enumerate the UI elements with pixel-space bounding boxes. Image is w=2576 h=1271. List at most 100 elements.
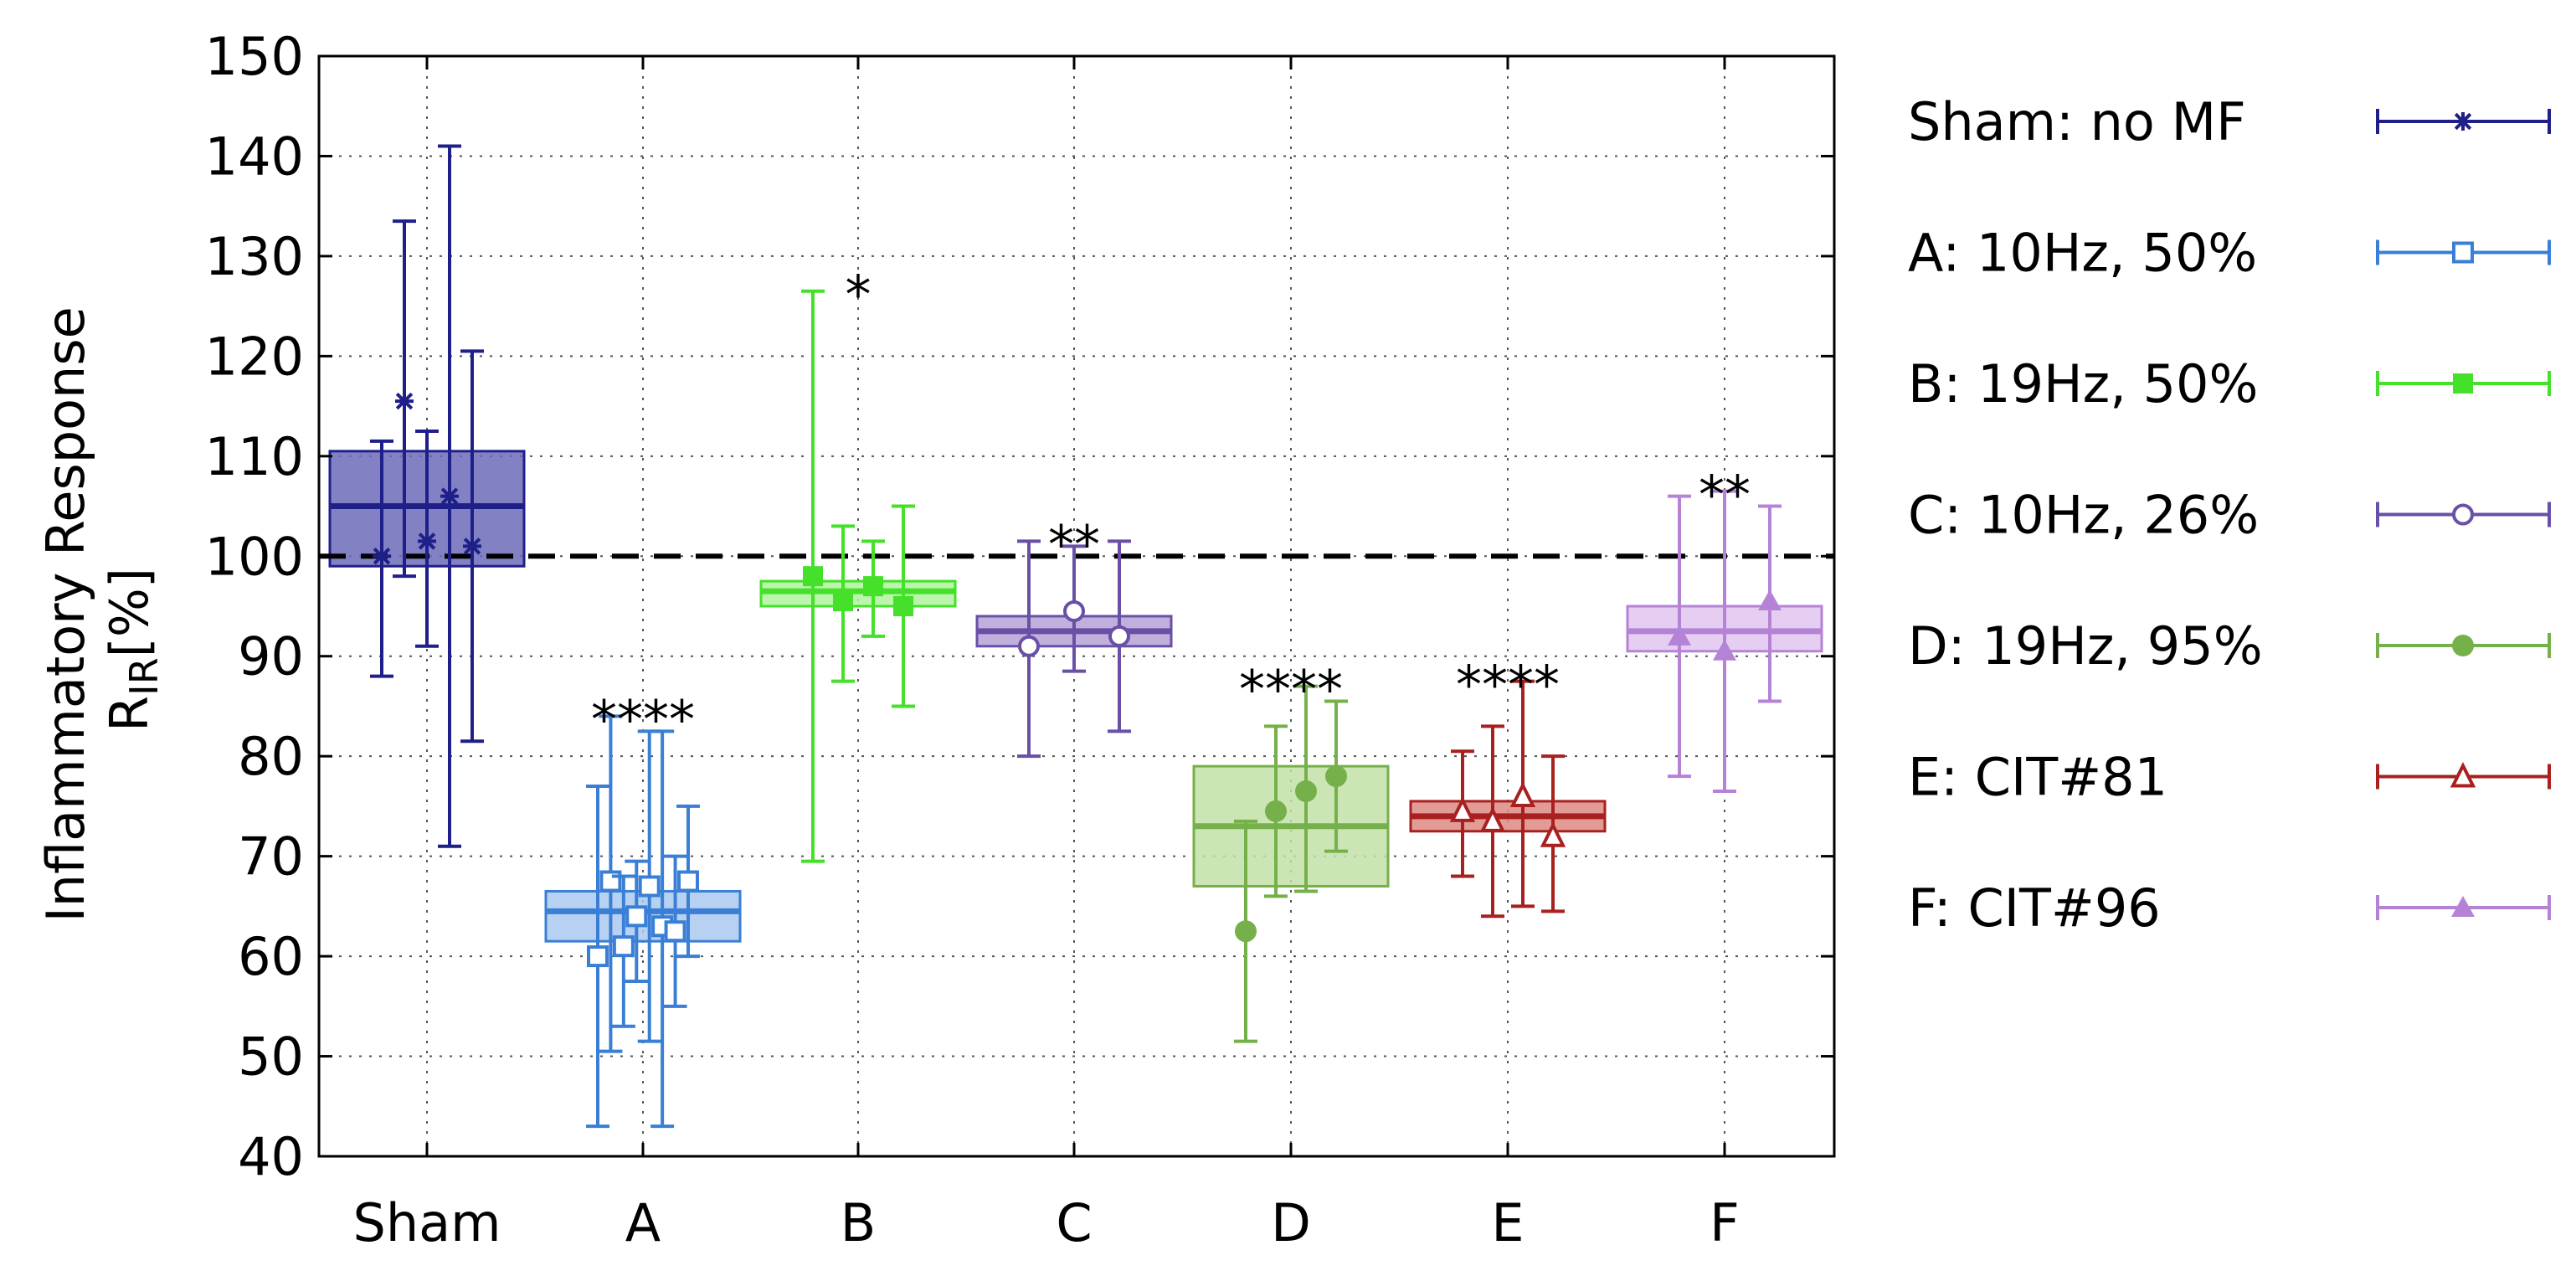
error-bar-D — [1264, 724, 1288, 898]
legend-marker — [2454, 112, 2472, 131]
legend-marker — [2450, 762, 2476, 788]
error-bar-Sham — [370, 439, 393, 678]
legend-item-B: B: 19Hz, 50% — [1908, 353, 2551, 414]
y-tick-label: 100 — [205, 526, 304, 587]
error-bar-B — [801, 289, 825, 863]
legend-item-F: F: CIT#96 — [1908, 877, 2551, 939]
data-point-C — [1063, 599, 1085, 622]
x-axis-ticks: Sham A B C D E F — [352, 56, 1740, 1253]
data-point-A — [625, 905, 648, 928]
y-tick-label: 130 — [205, 226, 304, 287]
data-point-B — [863, 576, 883, 597]
error-bar-A — [650, 729, 675, 1129]
data-point-E — [1540, 821, 1566, 847]
error-bar-Sham — [438, 144, 461, 848]
y-tick-label: 90 — [238, 626, 304, 687]
x-tick-label: Sham — [352, 1192, 501, 1253]
data-point-B — [893, 596, 913, 616]
data-point-A — [677, 870, 699, 893]
data-point-C — [1018, 635, 1040, 657]
significance-label-B: * — [846, 264, 872, 325]
data-point-Sham — [463, 537, 481, 556]
data-point-E — [1479, 806, 1506, 832]
error-bar-B — [892, 504, 915, 708]
legend-item-A: A: 10Hz, 50% — [1908, 223, 2551, 284]
legend-label: C: 10Hz, 26% — [1908, 485, 2259, 546]
error-bar-E — [1540, 754, 1566, 913]
significance-label-F: ** — [1699, 464, 1751, 525]
y-tick-label: 150 — [205, 26, 304, 87]
error-bar-D — [1234, 819, 1257, 1043]
legend-label: D: 19Hz, 95% — [1908, 615, 2263, 677]
error-bar-E — [1479, 724, 1506, 919]
error-bar-C — [1108, 539, 1131, 733]
y-tick-label: 80 — [238, 726, 304, 787]
data-point-A — [612, 935, 635, 958]
data-point-D — [1295, 780, 1317, 802]
legend-item-C: C: 10Hz, 26% — [1908, 485, 2551, 546]
error-bar-D — [1324, 699, 1348, 853]
y-tick-label: 60 — [238, 926, 304, 987]
significance-label-D: **** — [1239, 659, 1343, 720]
significance-label-A: **** — [591, 689, 695, 750]
error-bar-C — [1017, 539, 1041, 759]
boxes — [328, 450, 1823, 943]
error-bar-Sham — [393, 219, 416, 579]
error-bar-B — [861, 539, 885, 638]
data-point-Sham — [373, 547, 391, 566]
y-axis-title-subscript: IR — [121, 657, 167, 696]
legend-marker — [2452, 503, 2474, 526]
error-bar-A — [599, 714, 623, 1053]
y-axis-ticks: 40 50 60 70 80 90 100 110 120 130 140 150 — [205, 26, 1834, 1187]
data-point-D — [1325, 765, 1347, 788]
y-tick-label: 110 — [205, 426, 304, 487]
legend-item-E: E: CIT#81 — [1908, 747, 2551, 808]
error-bar-B — [831, 524, 855, 683]
x-tick-label: E — [1491, 1192, 1524, 1253]
x-tick-label: C — [1056, 1192, 1092, 1253]
legend-marker — [2451, 896, 2475, 917]
legend-label: B: 19Hz, 50% — [1908, 353, 2258, 414]
error-bar-C — [1062, 544, 1086, 673]
data-point-Sham — [395, 392, 414, 411]
legend-label: E: CIT#81 — [1908, 747, 2167, 808]
error-bar-F — [1668, 494, 1691, 779]
error-bar-A — [637, 729, 661, 1043]
data-point-F — [1713, 639, 1736, 661]
legend-label: Sham: no MF — [1908, 91, 2246, 152]
y-tick-label: 120 — [205, 326, 304, 387]
y-axis-title-symbol: R — [99, 696, 160, 732]
data-point-D — [1265, 800, 1287, 822]
error-bar-A — [625, 859, 649, 983]
legend: Sham: no MF A: 10Hz, 50% B: 19Hz, 50% C: 10… — [1908, 91, 2551, 939]
data-point-C — [1108, 625, 1130, 647]
error-bar-E — [1449, 749, 1476, 878]
significance-label-E: **** — [1456, 654, 1560, 715]
y-tick-label: 70 — [238, 826, 304, 888]
legend-marker — [2453, 373, 2473, 394]
data-point-D — [1235, 920, 1257, 943]
x-tick-label: B — [841, 1192, 877, 1253]
y-axis-title: Inflammatory Response RIR[%] — [35, 290, 167, 922]
y-tick-label: 50 — [238, 1027, 304, 1088]
error-bar-E — [1509, 679, 1536, 908]
legend-item-Sham: Sham: no MF — [1908, 91, 2551, 152]
error-bar-D — [1294, 684, 1318, 893]
data-point-A — [664, 920, 686, 943]
y-axis-title-main: Inflammatory Response — [35, 306, 96, 922]
legend-marker — [2452, 635, 2474, 656]
error-bars — [370, 144, 1782, 1129]
data-point-A — [638, 875, 661, 898]
legend-marker — [2452, 241, 2474, 264]
data-point-E — [1449, 796, 1476, 822]
significance-label-C: ** — [1048, 514, 1100, 575]
x-tick-label: F — [1710, 1192, 1740, 1253]
legend-label: A: 10Hz, 50% — [1908, 223, 2257, 284]
error-bar-Sham — [460, 349, 484, 744]
data-point-B — [803, 566, 823, 587]
data-point-Sham — [440, 486, 459, 506]
data-point-E — [1509, 781, 1536, 807]
x-tick-label: A — [625, 1192, 661, 1253]
data-point-A — [587, 945, 609, 968]
